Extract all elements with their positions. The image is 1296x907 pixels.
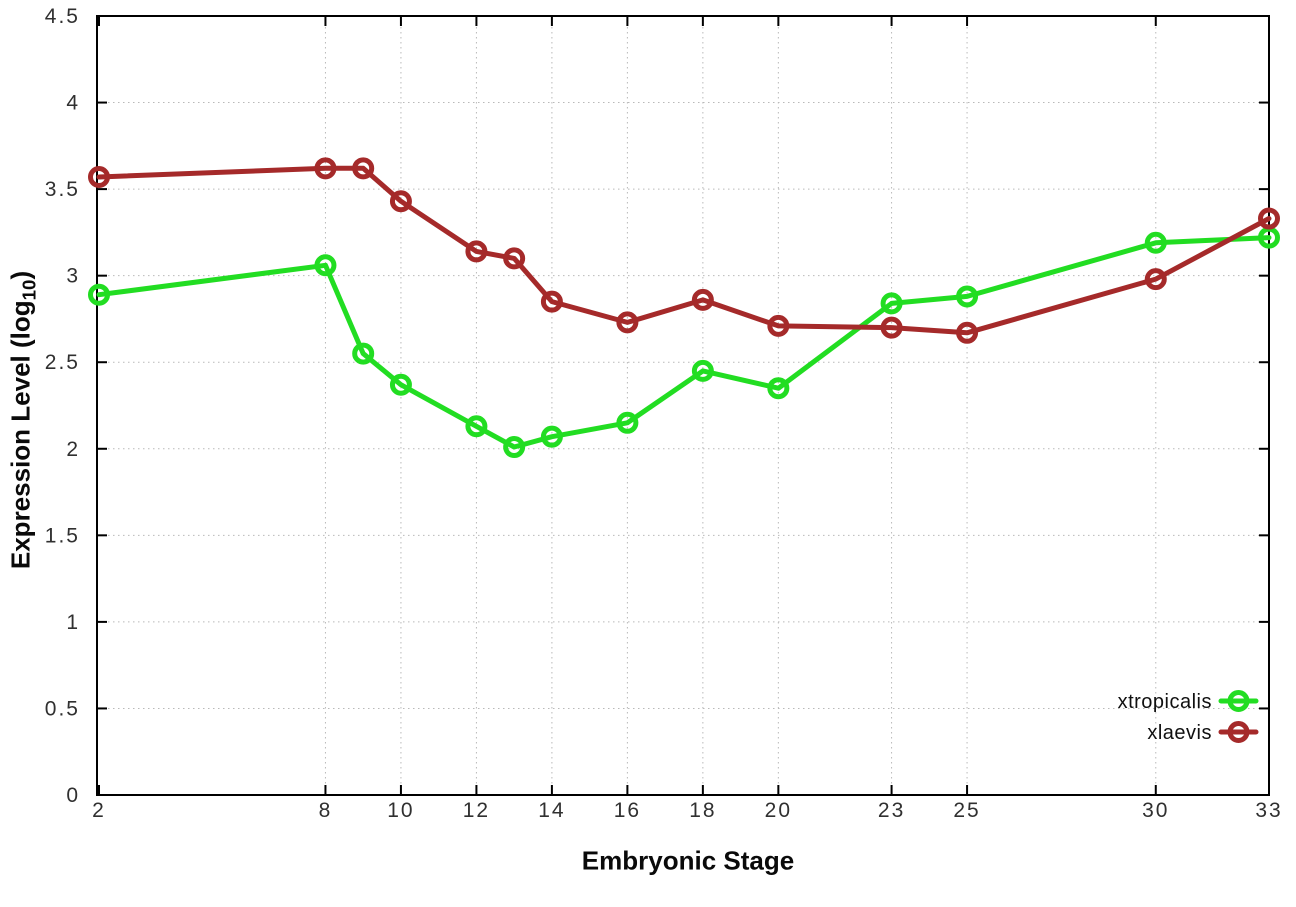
x-tick-label-25: 25	[953, 799, 980, 822]
series-xlaevis-point-stage-13	[503, 247, 526, 270]
x-tick-label-12: 12	[463, 799, 490, 822]
x-tick-label-2: 2	[92, 799, 106, 822]
y-tick-label-3: 3	[66, 265, 80, 288]
series-xlaevis-point-stage-23	[880, 316, 903, 339]
series-xlaevis-point-stage-20	[767, 314, 790, 337]
x-tick-label-14: 14	[538, 799, 565, 822]
series-xlaevis-line	[96, 165, 1272, 336]
series-xtropicalis-point-stage-14	[540, 425, 563, 448]
plot-border	[96, 15, 1270, 796]
x-tick-label-18: 18	[689, 799, 716, 822]
y-tick-label-0.5: 0.5	[45, 697, 80, 720]
y-axis-label: Expression Level (log10)	[5, 271, 40, 569]
x-tick-label-8: 8	[319, 799, 333, 822]
series-xlaevis-point-stage-18	[691, 288, 714, 311]
series-xtropicalis-point-stage-13	[503, 436, 526, 459]
series-xtropicalis-point-stage-30	[1144, 231, 1167, 254]
series-xlaevis-point-stage-12	[465, 240, 488, 263]
y-tick-label-0: 0	[66, 784, 80, 807]
y-tick-label-2.5: 2.5	[45, 351, 80, 374]
series-xtropicalis-point-stage-8	[314, 254, 337, 277]
series-xlaevis-point-stage-8	[314, 157, 337, 180]
legend-label-xlaevis: xlaevis	[1147, 722, 1212, 744]
y-tick-label-2: 2	[66, 438, 80, 461]
legend-sample-marker-xtropicalis	[1227, 690, 1250, 712]
series-xtropicalis-point-stage-12	[465, 415, 488, 438]
legend-label-xtropicalis: xtropicalis	[1118, 691, 1212, 713]
series-xlaevis-point-stage-10	[389, 190, 412, 213]
x-tick-label-10: 10	[387, 799, 414, 822]
series-xlaevis-point-stage-14	[540, 290, 563, 313]
y-axis-label-close: )	[5, 270, 36, 280]
y-tick-label-1: 1	[66, 611, 80, 634]
y-tick-label-3.5: 3.5	[45, 178, 80, 201]
y-axis-label-subscript: 10	[18, 279, 40, 301]
x-tick-label-33: 33	[1255, 799, 1282, 822]
y-tick-label-4.5: 4.5	[45, 5, 80, 28]
y-tick-label-4: 4	[66, 92, 80, 115]
series-xlaevis-point-stage-9	[352, 157, 375, 180]
series-xlaevis-point-stage-2	[88, 165, 110, 188]
series-xtropicalis-point-stage-25	[956, 285, 979, 308]
series-xtropicalis-point-stage-9	[352, 342, 375, 365]
x-axis-label: Embryonic Stage	[581, 845, 795, 876]
series-xlaevis-point-stage-16	[616, 311, 639, 334]
x-tick-label-23: 23	[878, 799, 905, 822]
y-tick-label-1.5: 1.5	[45, 524, 80, 547]
y-axis-label-text: Expression Level (log	[5, 300, 36, 570]
series-xlaevis-point-stage-25	[956, 321, 979, 344]
series-xtropicalis-point-stage-16	[616, 411, 639, 434]
series-xtropicalis-point-stage-20	[767, 377, 790, 400]
series-xtropicalis-point-stage-23	[880, 292, 903, 315]
series-xlaevis-point-stage-33	[1258, 207, 1280, 230]
x-tick-label-16: 16	[614, 799, 641, 822]
x-tick-label-30: 30	[1142, 799, 1169, 822]
series-xtropicalis-point-stage-2	[88, 283, 110, 306]
legend-sample-marker-xlaevis	[1227, 721, 1250, 743]
x-tick-label-20: 20	[765, 799, 792, 822]
series-xtropicalis-line	[96, 235, 1272, 450]
series-xtropicalis-point-stage-18	[691, 359, 714, 382]
series-xlaevis-point-stage-30	[1144, 268, 1167, 291]
series-xtropicalis-point-stage-10	[389, 373, 412, 396]
